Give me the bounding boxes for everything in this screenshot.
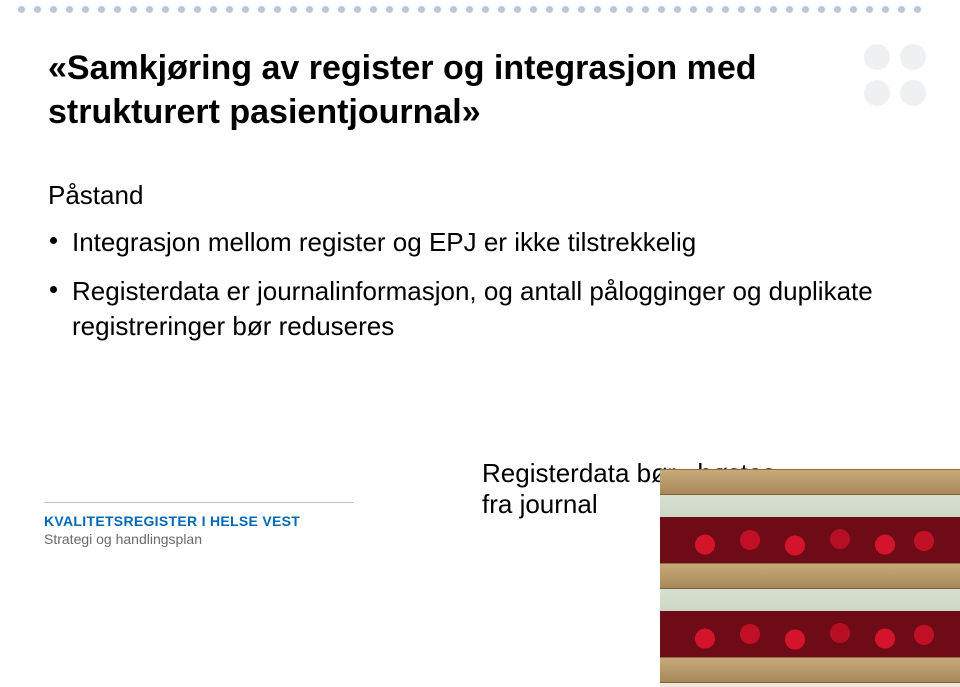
decorative-corner-dots (864, 44, 926, 106)
slide: «Samkjøring av register og integrasjon m… (0, 0, 960, 687)
lead-text: Påstand (48, 180, 912, 211)
sub-caption-header: KVALITETSREGISTER I HELSE VEST (44, 513, 354, 529)
bullet-list: Integrasjon mellom register og EPJ er ik… (48, 225, 912, 344)
decorative-dot-row (0, 6, 960, 13)
sub-caption-text: Strategi og handlingsplan (44, 531, 354, 547)
bullet-item: Integrasjon mellom register og EPJ er ik… (48, 225, 912, 260)
bullet-item: Registerdata er journalinformasjon, og a… (48, 274, 912, 344)
produce-crates-image (660, 469, 960, 687)
content-block: Påstand Integrasjon mellom register og E… (48, 180, 912, 358)
sub-caption-box: KVALITETSREGISTER I HELSE VEST Strategi … (44, 502, 354, 547)
slide-title: «Samkjøring av register og integrasjon m… (48, 46, 810, 134)
